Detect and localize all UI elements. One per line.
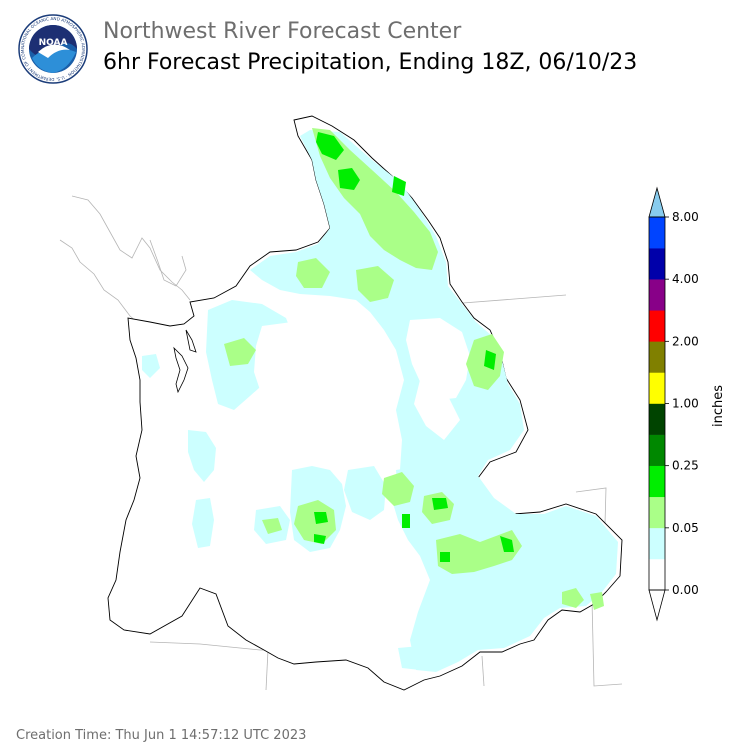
- colorbar-bin: [649, 558, 665, 591]
- colorbar-tick-label: 0.00: [672, 583, 699, 597]
- dry-areas: [254, 318, 470, 442]
- creation-time-label: Creation Time:: [16, 728, 112, 743]
- colorbar-bin: [649, 217, 665, 249]
- colorbar-bin: [649, 248, 665, 280]
- colorbar-bin: [649, 372, 665, 404]
- colorbar-bin: [649, 341, 665, 373]
- colorbar-ticks: 0.00 0.05 0.25 1.00 2.00 4.00 8.00: [665, 210, 699, 597]
- colorbar-bins: [649, 217, 665, 591]
- creation-time-value: Thu Jun 1 14:57:12 UTC 2023: [115, 728, 307, 743]
- colorbar-tick-label: 2.00: [672, 334, 699, 348]
- colorbar-bin: [649, 527, 665, 560]
- colorbar-bin: [649, 310, 665, 342]
- colorbar-bin: [649, 403, 665, 435]
- colorbar-over-triangle: [648, 186, 666, 218]
- noaa-logo: NOAA NATIONAL OCEANIC AND ATMOSPHERIC AD…: [16, 10, 88, 84]
- colorbar-bin: [649, 279, 665, 311]
- colorbar-tick-label: 1.00: [672, 397, 699, 411]
- product-title: 6hr Forecast Precipitation, Ending 18Z, …: [103, 50, 638, 75]
- coast-islands: [173, 329, 197, 394]
- precip-zone-moderate: [224, 128, 604, 610]
- colorbar-tick-label: 0.25: [672, 459, 699, 473]
- colorbar-under-triangle: [648, 589, 666, 622]
- colorbar-tick-label: 8.00: [672, 210, 699, 224]
- colorbar-bin: [649, 496, 665, 529]
- colorbar-tick-label: 0.05: [672, 521, 699, 535]
- creation-time: Creation Time: Thu Jun 1 14:57:12 UTC 20…: [16, 728, 306, 743]
- colorbar-tick-label: 4.00: [672, 272, 699, 286]
- precip-colorbar: 0.00 0.05 0.25 1.00 2.00 4.00 8.00 inches: [648, 186, 726, 622]
- noaa-logo-text: NOAA: [39, 38, 68, 48]
- precip-zone-heavy: [314, 132, 514, 562]
- colorbar-bin: [649, 434, 665, 466]
- colorbar-bin: [649, 465, 665, 498]
- org-title: Northwest River Forecast Center: [103, 19, 462, 44]
- colorbar-unit-label: inches: [711, 385, 726, 427]
